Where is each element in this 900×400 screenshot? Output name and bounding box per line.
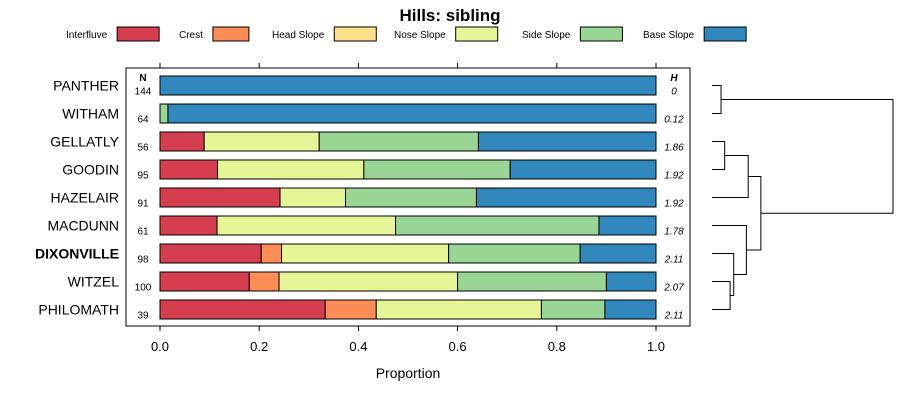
legend-label-base-slope: Base Slope: [643, 30, 695, 41]
bar-gellatly-interfluve: [159, 131, 205, 152]
dendrogram-branch-1: [712, 141, 726, 170]
row-n-witham: 64: [137, 115, 149, 126]
row-label-gellatly: GELLATLY: [50, 134, 119, 150]
bar-gellatly-base-slope: [477, 131, 657, 152]
bar-witzel-interfluve: [159, 271, 250, 292]
dendrogram-branch-3: [712, 281, 731, 310]
legend: Interfluve Crest Head Slope Nose Slope Side …: [66, 26, 747, 42]
n-header: N: [139, 73, 146, 84]
bar-witzel-nose-slope: [278, 271, 459, 292]
bar-philomath-base-slope: [604, 299, 657, 320]
bar-macdunn-interfluve: [159, 215, 218, 236]
bar-dixonville-interfluve: [159, 243, 262, 264]
legend-label-crest: Crest: [179, 30, 203, 41]
bar-philomath-nose-slope: [375, 299, 542, 320]
bar-hazelair-interfluve: [159, 187, 281, 208]
x-tick-label-3: 0.6: [449, 339, 467, 354]
dendrogram-branch-2: [712, 155, 749, 198]
row-h-hazelair: 1.92: [664, 199, 684, 210]
row-h-panther: 0: [671, 87, 677, 98]
row-n-dixonville: 98: [137, 255, 149, 266]
bar-goodin-base-slope: [509, 159, 657, 180]
bar-witzel-base-slope: [605, 271, 657, 292]
row-label-witham: WITHAM: [62, 106, 119, 122]
bar-goodin-nose-slope: [217, 159, 365, 180]
row-labels: PANTHER WITHAM GELLATLY GOODIN HAZELAIR MACDU…: [35, 78, 120, 318]
bar-philomath-side-slope: [540, 299, 606, 320]
bar-macdunn-base-slope: [598, 215, 657, 236]
legend-swatch-nose-slope: [455, 26, 499, 42]
x-tick-label-1: 0.2: [250, 339, 268, 354]
bar-macdunn-side-slope: [395, 215, 600, 236]
bar-goodin-side-slope: [363, 159, 511, 180]
legend-swatch-interfluve: [116, 26, 160, 42]
legend-swatch-side-slope: [579, 26, 623, 42]
legend-swatch-head-slope: [333, 26, 377, 42]
row-n-macdunn: 61: [137, 227, 149, 238]
bar-hazelair-side-slope: [345, 187, 477, 208]
row-n-witzel: 100: [135, 283, 152, 294]
legend-label-side-slope: Side Slope: [522, 30, 571, 41]
row-label-dixonville: DIXONVILLE: [35, 246, 119, 262]
bar-gellatly-side-slope: [318, 131, 479, 152]
legend-label-nose-slope: Nose Slope: [394, 30, 446, 41]
bar-gellatly-nose-slope: [203, 131, 320, 152]
h-header: H: [670, 73, 678, 84]
row-n-panther: 144: [135, 87, 152, 98]
bar-dixonville-side-slope: [448, 243, 581, 264]
row-h-goodin: 1.92: [664, 171, 684, 182]
bar-dixonville-base-slope: [579, 243, 657, 264]
plot-frame: [125, 67, 691, 327]
bar-witzel-crest: [248, 271, 280, 292]
bar-panther-base-slope: [159, 75, 657, 96]
x-axis-label: Proportion: [376, 365, 441, 381]
chart-title: Hills: sibling: [399, 6, 500, 25]
row-label-goodin: GOODIN: [62, 162, 119, 178]
bar-hazelair-nose-slope: [279, 187, 347, 208]
legend-label-interfluve: Interfluve: [66, 30, 108, 41]
legend-label-head-slope: Head Slope: [272, 30, 325, 41]
bar-hazelair-base-slope: [475, 187, 657, 208]
row-n-hazelair: 91: [137, 199, 149, 210]
dendrogram-branch-5: [712, 225, 747, 275]
row-label-macdunn: MACDUNN: [47, 218, 119, 234]
bar-dixonville-nose-slope: [281, 243, 450, 264]
bar-goodin-interfluve: [159, 159, 219, 180]
legend-swatch-base-slope: [703, 26, 747, 42]
bar-macdunn-nose-slope: [216, 215, 397, 236]
row-label-hazelair: HAZELAIR: [51, 190, 119, 206]
row-label-philomath: PHILOMATH: [38, 302, 119, 318]
bar-philomath-crest: [324, 299, 377, 320]
bar-philomath-interfluve: [159, 299, 326, 320]
bar-dixonville-crest: [260, 243, 283, 264]
bar-witham-base-slope: [167, 103, 657, 124]
row-h-dixonville: 2.11: [664, 255, 684, 266]
row-h-gellatly: 1.86: [664, 143, 684, 154]
bar-witham-side-slope: [159, 103, 169, 124]
bar-witzel-side-slope: [457, 271, 607, 292]
row-n-philomath: 39: [137, 311, 149, 322]
x-tick-label-0: 0.0: [151, 339, 169, 354]
legend-swatch-crest: [212, 26, 250, 42]
row-n-goodin: 95: [137, 171, 149, 182]
x-axis: 0.0 0.2 0.4 0.6 0.8 1.0: [151, 63, 665, 354]
row-label-panther: PANTHER: [53, 78, 119, 94]
x-tick-label-2: 0.4: [349, 339, 367, 354]
bars: 144 0 64 0.12 56 1.86 95 1.92 91 1.92 61 1.78 98 2.11…: [135, 75, 684, 322]
x-tick-label-5: 1.0: [647, 339, 665, 354]
row-h-philomath: 2.11: [664, 311, 684, 322]
row-n-gellatly: 56: [137, 143, 149, 154]
row-label-witzel: WITZEL: [68, 274, 120, 290]
dendrogram: [712, 85, 894, 310]
dendrogram-branch-0: [712, 85, 722, 114]
x-tick-label-4: 0.8: [548, 339, 566, 354]
row-h-macdunn: 1.78: [664, 227, 684, 238]
row-h-witham: 0.12: [664, 115, 684, 126]
dendrogram-branch-7: [721, 99, 894, 214]
row-h-witzel: 2.07: [663, 283, 684, 294]
